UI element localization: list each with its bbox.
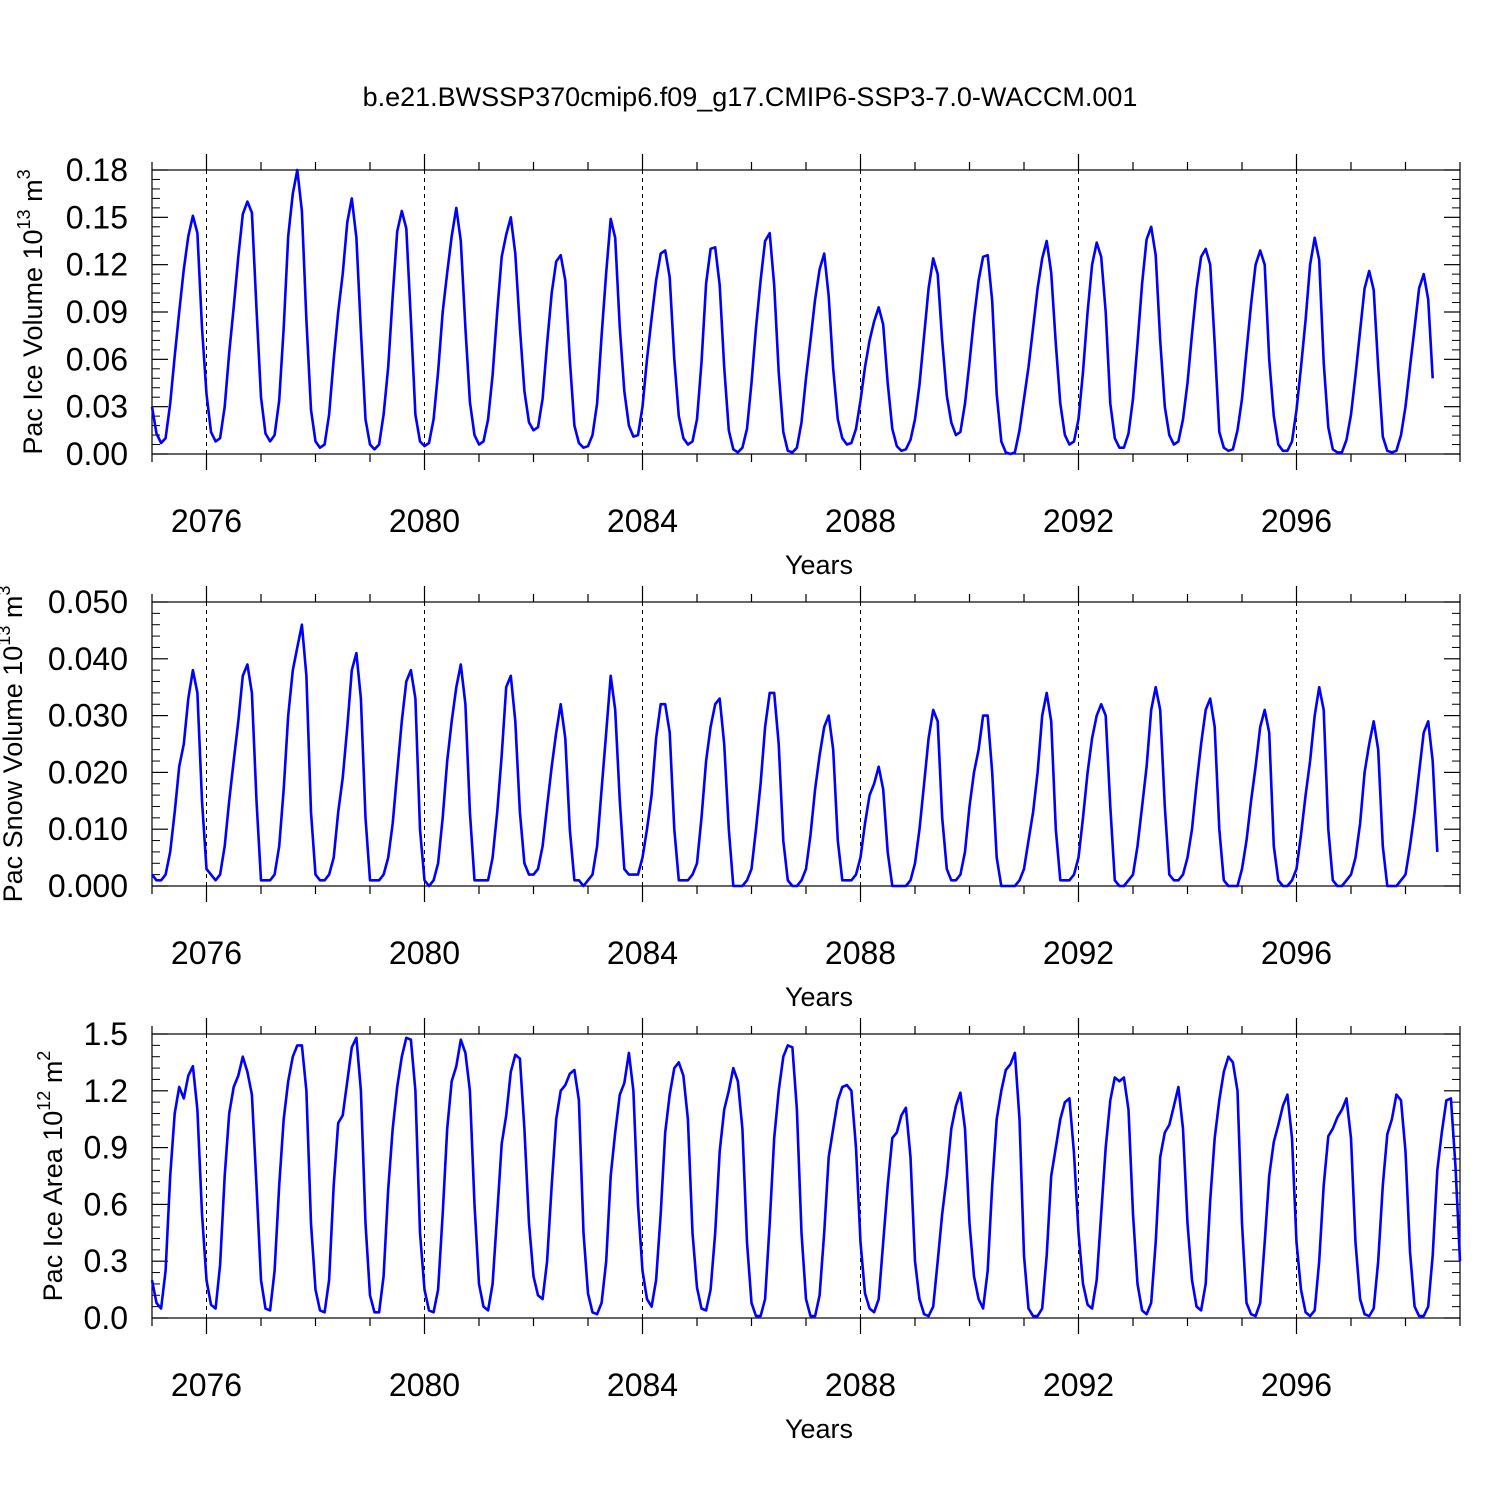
- x-tick-label: 2092: [1043, 935, 1114, 971]
- y-axis-label-unit-exp: 2: [34, 1051, 54, 1061]
- y-tick-label: 0.12: [66, 247, 128, 283]
- y-tick-label: 0.00: [66, 436, 128, 472]
- x-tick-label: 2092: [1043, 503, 1114, 539]
- y-axis-label-unit: m: [0, 596, 28, 626]
- y-axis-label-main: Pac Ice Area 10: [38, 1111, 68, 1302]
- x-axis-label: Years: [785, 1414, 853, 1444]
- y-axis-label-main: Pac Ice Volume 10: [18, 229, 48, 454]
- y-tick-label: 0.18: [66, 152, 128, 188]
- series-line: [150, 168, 1434, 456]
- y-axis-label: Pac Ice Area 1012 m2: [34, 1051, 68, 1302]
- y-tick-label: 0.0: [84, 1300, 128, 1336]
- y-tick-label: 0.020: [48, 754, 128, 790]
- y-axis-label: Pac Snow Volume 1013 m3: [0, 586, 28, 903]
- y-tick-label: 0.050: [48, 584, 128, 620]
- y-tick-label: 0.09: [66, 294, 128, 330]
- plot-frame: [151, 601, 1461, 887]
- y-tick-label: 0.030: [48, 698, 128, 734]
- y-axis-label-exp: 13: [0, 626, 14, 646]
- x-tick-label: 2088: [825, 503, 896, 539]
- x-tick-label: 2092: [1043, 1367, 1114, 1403]
- y-tick-label: 0.15: [66, 199, 128, 235]
- x-tick-label: 2088: [825, 1367, 896, 1403]
- x-tick-label: 2080: [389, 935, 460, 971]
- panels: 2076 2080 2084 2088 2092 20960.000.030.060.09…: [0, 152, 1462, 1444]
- y-tick-label: 1.2: [84, 1073, 128, 1109]
- x-tick-label: 2076: [171, 1367, 242, 1403]
- y-tick-label: 0.010: [48, 811, 128, 847]
- x-tick-label: 2076: [171, 503, 242, 539]
- x-tick-label: 2080: [389, 1367, 460, 1403]
- y-axis-label-main: Pac Snow Volume 10: [0, 646, 28, 903]
- y-axis-label-exp: 13: [14, 209, 34, 229]
- panel-3: 2076 2080 2084 2088 2092 2096 0.0 0.3 0.6 0.9 1.2 1…: [34, 1016, 1462, 1444]
- y-tick-label: 0.3: [84, 1243, 128, 1279]
- panel-2: 2076 2080 2084 2088 2092 2096 0.000 0.010 0.020 0…: [0, 584, 1461, 1012]
- x-tick-label: 2076: [171, 935, 242, 971]
- y-axis-label-unit: m: [38, 1061, 68, 1091]
- x-tick-label: 2088: [825, 935, 896, 971]
- y-axis-label-unit-exp: 3: [14, 169, 34, 179]
- y-tick-label: 0.06: [66, 341, 128, 377]
- panel-1: 2076 2080 2084 2088 2092 2096 0.00 0.03 0.06 0.09…: [14, 152, 1461, 580]
- y-axis-label-exp: 12: [34, 1091, 54, 1111]
- y-axis-label: Pac Ice Volume 1013 m3: [14, 169, 48, 454]
- y-tick-label: 1.5: [84, 1016, 128, 1052]
- x-tick-label: 2084: [607, 1367, 678, 1403]
- y-tick-label: 0.040: [48, 641, 128, 677]
- y-tick-label: 0.6: [84, 1186, 128, 1222]
- x-axis-label: Years: [785, 550, 853, 580]
- x-tick-label: 2096: [1261, 935, 1332, 971]
- x-tick-label: 2084: [607, 935, 678, 971]
- x-tick-label: 2084: [607, 503, 678, 539]
- chart-title: b.e21.BWSSP370cmip6.f09_g17.CMIP6-SSP3-7…: [363, 82, 1138, 112]
- series-line: [150, 1036, 1462, 1318]
- x-tick-label: 2096: [1261, 503, 1332, 539]
- x-tick-label: 2080: [389, 503, 460, 539]
- series-line: [150, 623, 1439, 888]
- y-tick-label: 0.000: [48, 868, 128, 904]
- y-axis-label-unit: m: [18, 179, 48, 209]
- y-tick-label: 0.9: [84, 1130, 128, 1166]
- x-axis-label: Years: [785, 982, 853, 1012]
- x-tick-label: 2096: [1261, 1367, 1332, 1403]
- y-axis-label-unit-exp: 3: [0, 586, 14, 596]
- y-tick-label: 0.03: [66, 389, 128, 425]
